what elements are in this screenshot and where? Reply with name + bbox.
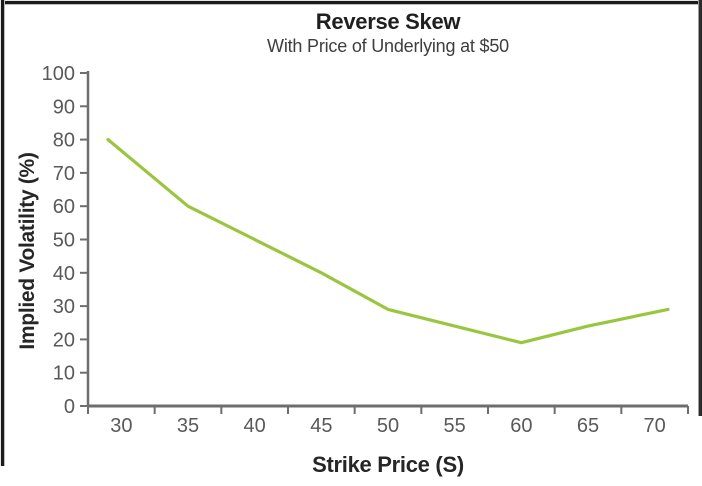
implied-volatility-curve [106,138,670,345]
frame-border-left [0,0,5,466]
x-tick-label: 30 [110,415,132,437]
y-tick-label: 100 [42,63,75,85]
y-tick-label: 0 [64,396,75,418]
y-tick-label: 50 [53,230,75,252]
y-tick-label: 30 [53,296,75,318]
x-tick-label: 45 [310,415,332,437]
frame-border-right [698,0,702,416]
y-tick-label: 10 [53,363,75,385]
y-tick-label: 60 [53,196,75,218]
x-axis-label: Strike Price (S) [312,452,464,477]
y-tick-label: 40 [53,263,75,285]
chart-title: Reverse Skew [315,9,461,34]
y-tick-label: 90 [53,96,75,118]
y-tick-label: 80 [53,130,75,152]
x-tick-label: 50 [377,415,399,437]
y-tick-label: 70 [53,163,75,185]
chart-subtitle: With Price of Underlying at $50 [267,36,509,56]
x-tick-label: 55 [444,415,466,437]
x-tick-label: 70 [644,415,666,437]
x-tick-label: 40 [244,415,266,437]
x-tick-label: 65 [577,415,599,437]
frame-border-top [0,0,702,5]
x-tick-label: 35 [177,415,199,437]
y-tick-label: 20 [53,329,75,351]
x-tick-label: 60 [510,415,532,437]
